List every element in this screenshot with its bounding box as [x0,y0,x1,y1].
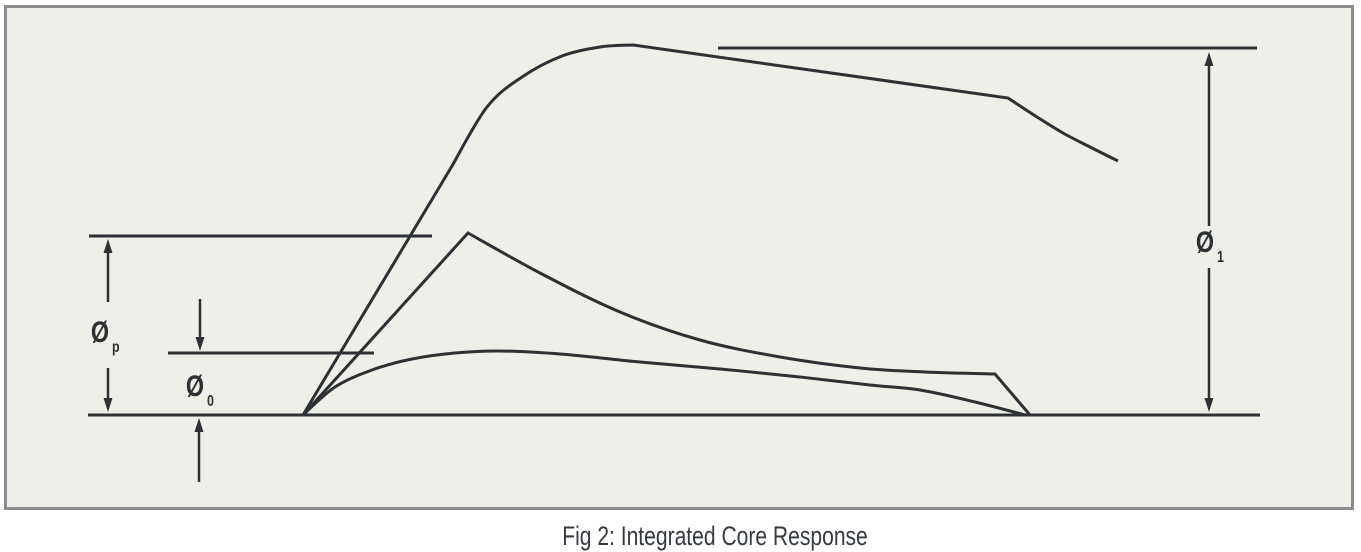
figure-panel [4,5,1354,510]
arrowhead-up-icon [194,418,204,432]
arrowhead-up-icon [103,239,113,253]
dimension-label-subscript: 1 [1217,249,1224,267]
phi-p-curve [301,231,1032,417]
dimension-label-subscript: 0 [207,393,214,411]
arrowhead-down-icon [103,398,113,412]
dimension-label-base: Ø [1196,225,1214,258]
phi-1-curve [301,43,1119,416]
figure-caption-text: Fig 2: Integrated Core Response [562,521,868,551]
dimension-label-base: Ø [91,315,109,348]
dimension-label-base: Ø [186,369,204,402]
arrowhead-down-icon [195,337,205,351]
arrowhead-up-icon [1204,52,1214,66]
arrowhead-down-icon [1204,398,1214,412]
phi-0-curve [301,349,1026,417]
dimension-label-subscript: p [112,339,120,357]
figure-caption: Fig 2: Integrated Core Response [519,523,911,550]
